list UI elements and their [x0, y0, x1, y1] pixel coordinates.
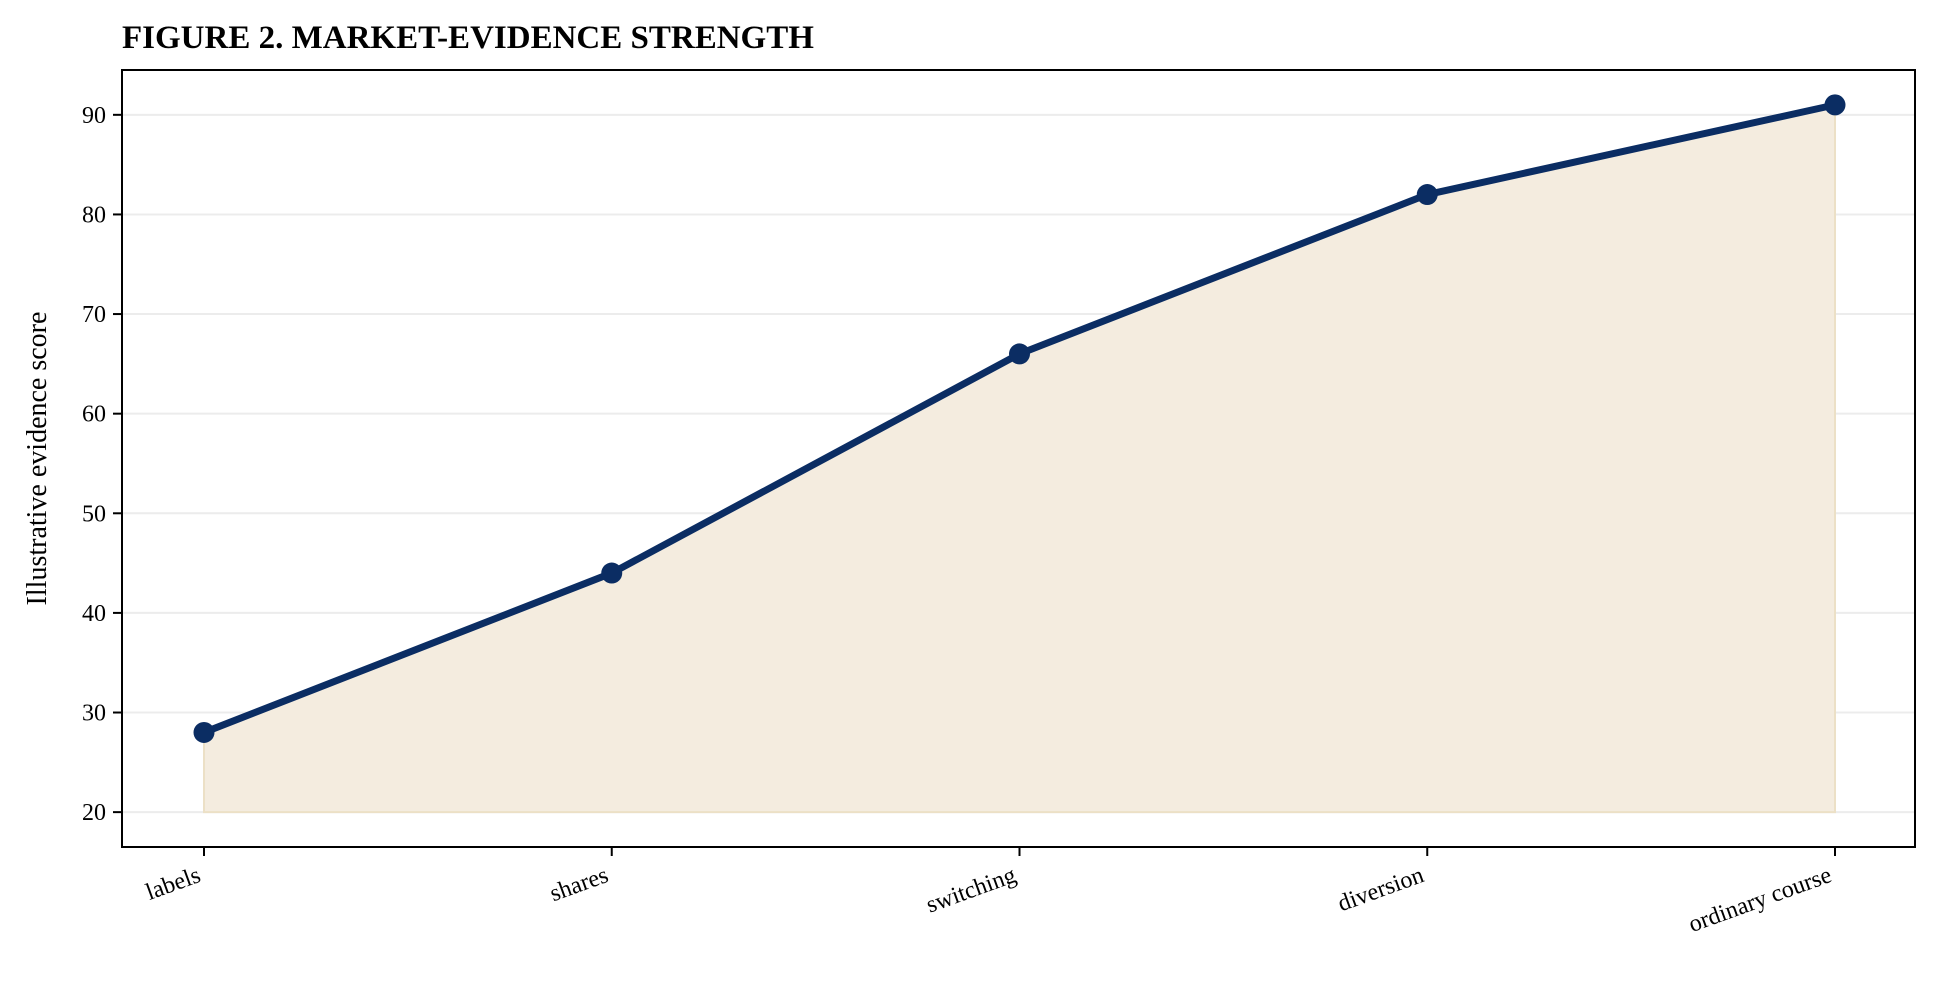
x-tick-label: diversion: [1334, 862, 1427, 917]
y-tick-label: 80: [82, 202, 106, 228]
data-point: [193, 721, 215, 743]
y-tick-label: 20: [82, 800, 106, 826]
y-tick-label: 40: [82, 601, 106, 627]
chart-title: FIGURE 2. MARKET-EVIDENCE STRENGTH: [122, 20, 814, 56]
x-tick-label: shares: [547, 862, 612, 907]
y-axis-label: Illustrative evidence score: [22, 312, 53, 606]
y-tick-label: 30: [82, 701, 106, 727]
x-tick-label: switching: [923, 862, 1020, 918]
y-tick-label: 70: [82, 302, 106, 328]
y-tick-label: 60: [82, 402, 106, 428]
data-point: [1416, 184, 1438, 206]
y-tick-label: 90: [82, 103, 106, 129]
data-point: [601, 562, 623, 584]
area-fill: [203, 103, 1836, 814]
x-axis-ticks: labels shares switching diversion ordinary c…: [143, 847, 1836, 938]
area-fill-layer: [203, 103, 1836, 814]
y-tick-label: 50: [82, 501, 106, 527]
data-point: [1009, 343, 1030, 365]
x-tick-label: labels: [143, 862, 205, 906]
x-tick-label: ordinary course: [1685, 862, 1835, 938]
data-point: [1824, 94, 1846, 116]
data-points: [193, 94, 1846, 743]
y-axis-ticks: 20 30 40 50 60 70 80 90: [82, 103, 122, 826]
